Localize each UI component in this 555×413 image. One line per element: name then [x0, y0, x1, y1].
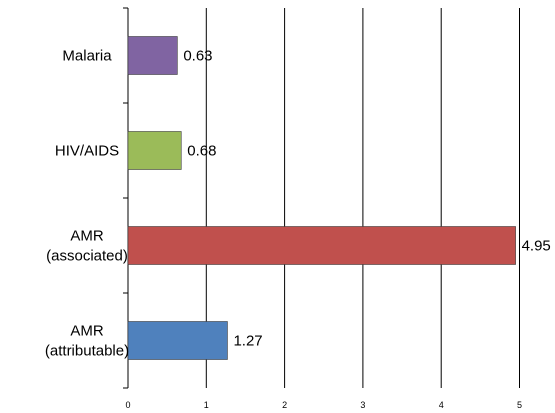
value-label: 0.63 [183, 48, 212, 65]
value-label: 1.27 [233, 333, 262, 350]
value-label: 0.68 [187, 143, 216, 160]
category-labels: AMR (attributable) AMR (associated) HIV/AIDS… [45, 48, 129, 360]
category-label: HIV/AIDS [55, 143, 119, 160]
x-tick-label: 3 [360, 400, 365, 410]
y-axis [123, 7, 129, 389]
category-label: AMR (attributable) [45, 323, 129, 360]
bar [127, 36, 178, 75]
bar [127, 131, 182, 170]
x-tick-labels: 0 1 2 3 4 5 [125, 400, 522, 410]
category-label: Malaria [62, 48, 112, 65]
x-tick-label: 5 [517, 400, 522, 410]
bars [127, 36, 516, 360]
bar [127, 226, 516, 265]
x-tick-label: 4 [439, 400, 444, 410]
vertical-gridlines [205, 8, 520, 388]
bar [127, 321, 228, 360]
x-tick-label: 2 [282, 400, 287, 410]
value-labels: 1.27 4.95 0.68 0.63 [183, 48, 550, 350]
value-label: 4.95 [522, 238, 551, 255]
x-tick-label: 1 [204, 400, 209, 410]
x-tick-label: 0 [125, 400, 130, 410]
category-label: AMR (associated) [46, 228, 128, 265]
